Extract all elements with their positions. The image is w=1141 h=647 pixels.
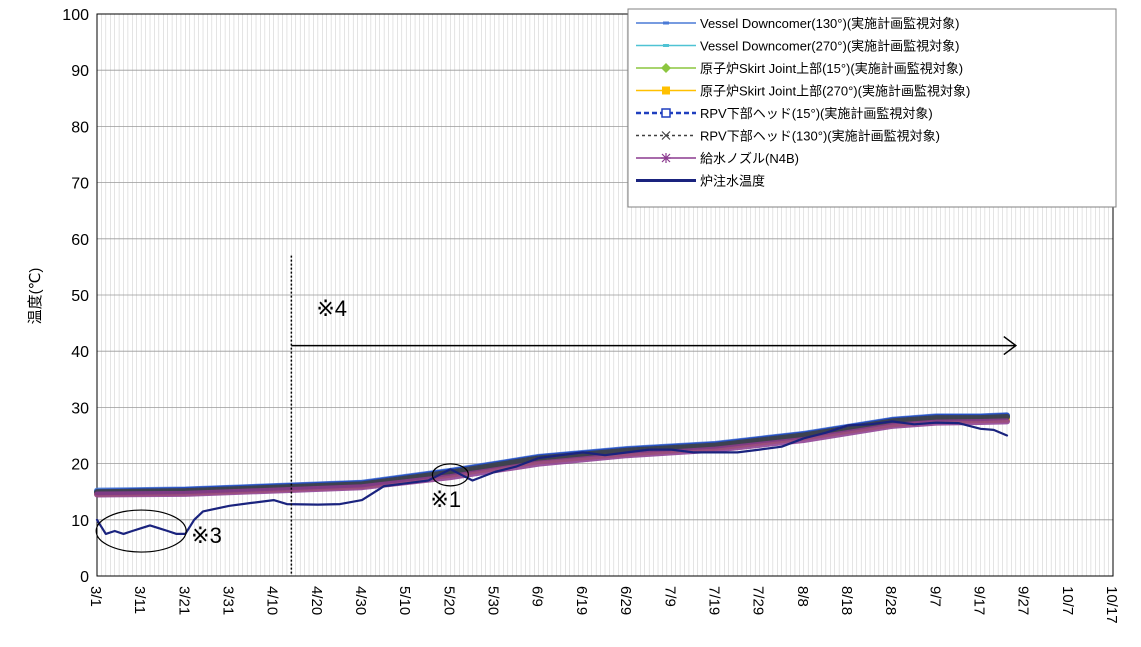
legend-marker-6 — [661, 153, 671, 163]
legend-label-1: Vessel Downcomer(270°)(実施計画監視対象) — [700, 39, 959, 54]
y-tick-label: 50 — [71, 288, 89, 305]
x-tick-label: 8/18 — [838, 586, 855, 615]
series-line-7 — [95, 420, 1009, 536]
x-tick-label: 8/28 — [882, 586, 899, 615]
y-tick-label: 40 — [71, 344, 89, 361]
y-tick-label: 10 — [71, 513, 89, 530]
x-tick-label: 6/9 — [529, 586, 546, 607]
x-tick-label: 3/1 — [87, 586, 104, 607]
legend-label-4: RPV下部ヘッド(15°)(実施計画監視対象) — [700, 106, 933, 121]
x-tick-label: 8/8 — [794, 586, 811, 607]
legend-marker-4 — [661, 108, 671, 118]
ellipse-note1 — [431, 463, 469, 487]
x-tick-label: 5/30 — [485, 586, 502, 615]
x-tick-label: 9/17 — [970, 586, 987, 615]
annotation-layer: ※1 ※3 ※4 — [95, 255, 1018, 576]
x-tick-label: 7/29 — [750, 586, 767, 615]
y-axis-label: 温度(℃) — [27, 268, 44, 325]
ellipse-note3 — [95, 509, 187, 553]
legend-box — [627, 8, 1117, 208]
series-layer — [94, 412, 1010, 536]
x-tick-label: 6/29 — [617, 586, 634, 615]
legend-label-2: 原子炉Skirt Joint上部(15°)(実施計画監視対象) — [700, 61, 963, 76]
legend-label-3: 原子炉Skirt Joint上部(270°)(実施計画監視対象) — [700, 84, 970, 99]
x-tick-label: 5/10 — [396, 586, 413, 615]
x-tick-label: 7/9 — [661, 586, 678, 607]
y-tick-label: 100 — [62, 7, 89, 24]
x-tick-label: 7/19 — [705, 586, 722, 615]
x-tick-label: 3/21 — [175, 586, 192, 615]
legend-marker-2 — [661, 63, 671, 73]
x-tick-label: 5/20 — [440, 586, 457, 615]
y-tick-label: 70 — [71, 176, 89, 193]
x-tick-label: 3/11 — [131, 586, 148, 614]
x-tick-label: 4/20 — [308, 586, 325, 615]
annotation-label: ※1 — [430, 487, 461, 512]
y-tick-label: 60 — [71, 232, 89, 249]
legend-label-6: 給水ノズル(N4B) — [700, 151, 799, 166]
y-tick-label: 90 — [71, 63, 89, 80]
y-tick-label: 20 — [71, 457, 89, 474]
annotation-label: ※3 — [191, 523, 222, 548]
x-tick-label: 4/30 — [352, 586, 369, 615]
y-tick-label: 30 — [71, 400, 89, 417]
x-tick-label: 9/27 — [1015, 586, 1032, 615]
legend: Vessel Downcomer(130°)(実施計画監視対象) Vessel D… — [627, 8, 1117, 208]
x-tick-label: 6/19 — [573, 586, 590, 615]
x-tick-label: 3/31 — [220, 586, 237, 615]
legend-marker-3 — [662, 86, 670, 95]
legend-label-7: 炉注水温度 — [700, 174, 765, 189]
y-tick-label: 0 — [80, 569, 89, 586]
axis-ticks: 0 10 20 30 40 50 60 70 80 90 100 3/1 3/11 3/21 3/31 4/1… — [62, 7, 1120, 624]
y-tick-label: 80 — [71, 119, 89, 136]
arrow-head — [1003, 335, 1018, 356]
legend-label-5: RPV下部ヘッド(130°)(実施計画監視対象) — [700, 129, 940, 144]
x-tick-label: 9/7 — [926, 586, 943, 607]
x-tick-label: 10/17 — [1103, 586, 1120, 624]
x-tick-label: 10/7 — [1059, 586, 1076, 615]
annotation-label: ※4 — [316, 296, 347, 321]
plot-frame — [96, 13, 1114, 577]
x-tick-label: 4/10 — [264, 586, 281, 615]
legend-marker-5 — [661, 131, 671, 140]
legend-label-0: Vessel Downcomer(130°)(実施計画監視対象) — [700, 16, 959, 31]
